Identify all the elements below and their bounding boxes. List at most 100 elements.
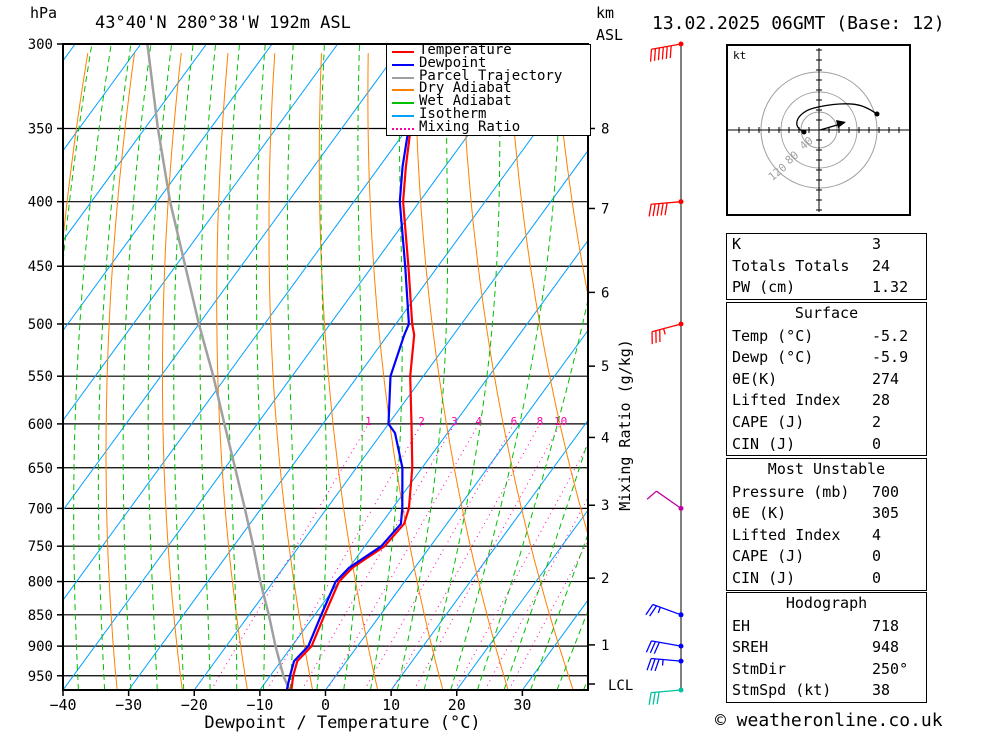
- legend-item: Wet Adiabat: [387, 94, 590, 109]
- isotherm-line: [63, 44, 273, 332]
- copyright-link[interactable]: © weatheronline.co.uk: [715, 710, 943, 731]
- wind-barb-staff: [651, 201, 682, 205]
- wind-barb-staff: [651, 689, 682, 694]
- pressure-tick-label: 450: [28, 259, 53, 275]
- mixing-ratio-line: [301, 423, 455, 690]
- legend-swatch: [392, 114, 414, 117]
- height-tick-label: 8: [601, 121, 609, 137]
- pressure-tick-label: 500: [28, 317, 53, 333]
- hodograph-trace: [796, 103, 878, 133]
- pressure-tick-label: 600: [28, 417, 53, 433]
- pressure-tick-label: 300: [28, 37, 53, 53]
- hodograph-top-point: [874, 111, 880, 117]
- table-key: PW (cm): [732, 278, 796, 297]
- temperature-tick-label: −10: [246, 696, 273, 714]
- wet-adiabat: [73, 44, 112, 690]
- wet-adiabat: [199, 44, 217, 690]
- temperature-tick-label: 20: [448, 696, 466, 714]
- table-key: Lifted Index: [732, 525, 841, 544]
- wind-barb-half: [662, 328, 666, 335]
- legend-swatch: [392, 102, 414, 105]
- wind-barb-flag: [646, 658, 652, 671]
- table-value: 0: [872, 568, 882, 587]
- table-value: -5.2: [872, 326, 909, 345]
- table-row: SREH 948: [727, 637, 926, 659]
- legend-swatch: [392, 51, 414, 53]
- table-value: 24: [872, 256, 891, 275]
- dry-adiabat: [162, 53, 183, 690]
- table-title: Most Unstable: [767, 460, 886, 478]
- wind-barb-staff: [651, 640, 682, 647]
- mixing-ratio-axis-title: Mixing Ratio (g/kg): [616, 339, 634, 511]
- hodograph-table: Hodograph EH 718 SREH 948 StmDir 250° StmSpd (k…: [726, 592, 927, 703]
- legend-swatch: [392, 76, 414, 79]
- wet-adiabat: [173, 44, 194, 690]
- wind-barb-staff: [651, 657, 682, 662]
- dry-adiabat: [367, 53, 444, 690]
- pressure-tick-label: 650: [28, 461, 53, 477]
- mixing-ratio-label: 15: [593, 415, 606, 428]
- temperature-tick-label: −40: [49, 696, 76, 714]
- mixing-ratio-line: [413, 423, 562, 690]
- wet-adiabat: [255, 44, 266, 690]
- table-key: Lifted Index: [732, 391, 841, 410]
- wind-barb-flag: [669, 45, 672, 59]
- wind-barb-flag: [649, 49, 653, 62]
- height-tick-label: 6: [601, 285, 609, 301]
- table-key: Dewp (°C): [732, 348, 814, 367]
- wind-barb-staff: [651, 43, 682, 50]
- table-value: -5.9: [872, 348, 909, 367]
- mixing-ratio-line: [326, 423, 480, 690]
- table-row: StmSpd (kt) 38: [727, 680, 926, 702]
- wind-barb-flag: [652, 203, 656, 217]
- table-key: θE (K): [732, 504, 787, 523]
- isotherm-line: [63, 44, 142, 152]
- table-key: CIN (J): [732, 568, 796, 587]
- table-key: CIN (J): [732, 434, 796, 453]
- legend-label: Dewpoint: [419, 54, 487, 71]
- dry-adiabat: [105, 53, 135, 690]
- temperature-line: [290, 44, 421, 690]
- isotherm-line: [128, 59, 588, 690]
- height-tick-label: 1: [601, 638, 609, 654]
- wind-barb-half: [661, 659, 664, 666]
- lcl-label: LCL: [608, 678, 633, 694]
- pressure-tick-label: 750: [28, 539, 53, 555]
- wind-barb-flag: [653, 48, 657, 61]
- wind-barb-flag: [649, 641, 656, 654]
- wet-adiabat: [530, 533, 588, 690]
- wet-adiabat: [450, 44, 561, 690]
- wind-barb-flag: [654, 659, 660, 672]
- table-key: CAPE (J): [732, 412, 805, 431]
- wind-barb-staff: [652, 603, 682, 616]
- table-key: SREH: [732, 638, 769, 657]
- mixing-ratio-line: [484, 496, 588, 690]
- hodograph-ring-label: 40: [797, 134, 816, 152]
- height-unit-km: km: [596, 4, 615, 22]
- wet-adiabat: [122, 44, 152, 690]
- table-row: θE(K) 274: [727, 369, 926, 391]
- wind-barb-staff: [656, 490, 682, 509]
- dry-adiabat: [268, 53, 314, 690]
- table-row: CIN (J) 0: [727, 568, 926, 590]
- table-title: Hodograph: [785, 594, 868, 612]
- dry-adiabat: [216, 53, 248, 690]
- wet-adiabat: [556, 609, 588, 690]
- wind-barb-flag: [652, 692, 656, 705]
- dry-adiabat: [461, 53, 574, 690]
- table-value: 274: [872, 369, 900, 388]
- isotherm-line: [63, 44, 339, 422]
- table-value: 305: [872, 504, 900, 523]
- height-unit-asl: ASL: [596, 26, 624, 44]
- table-key: θE(K): [732, 369, 778, 388]
- legend-item: Dry Adiabat: [387, 82, 590, 96]
- temperature-tick-label: −20: [181, 696, 208, 714]
- legend-item: Dewpoint: [387, 54, 590, 71]
- wind-barb-flag: [665, 46, 668, 59]
- pressure-tick-label: 700: [28, 501, 53, 517]
- mixing-ratio-label: 1: [365, 415, 372, 428]
- wet-adiabat: [227, 44, 240, 690]
- dry-adiabat: [929, 53, 1000, 690]
